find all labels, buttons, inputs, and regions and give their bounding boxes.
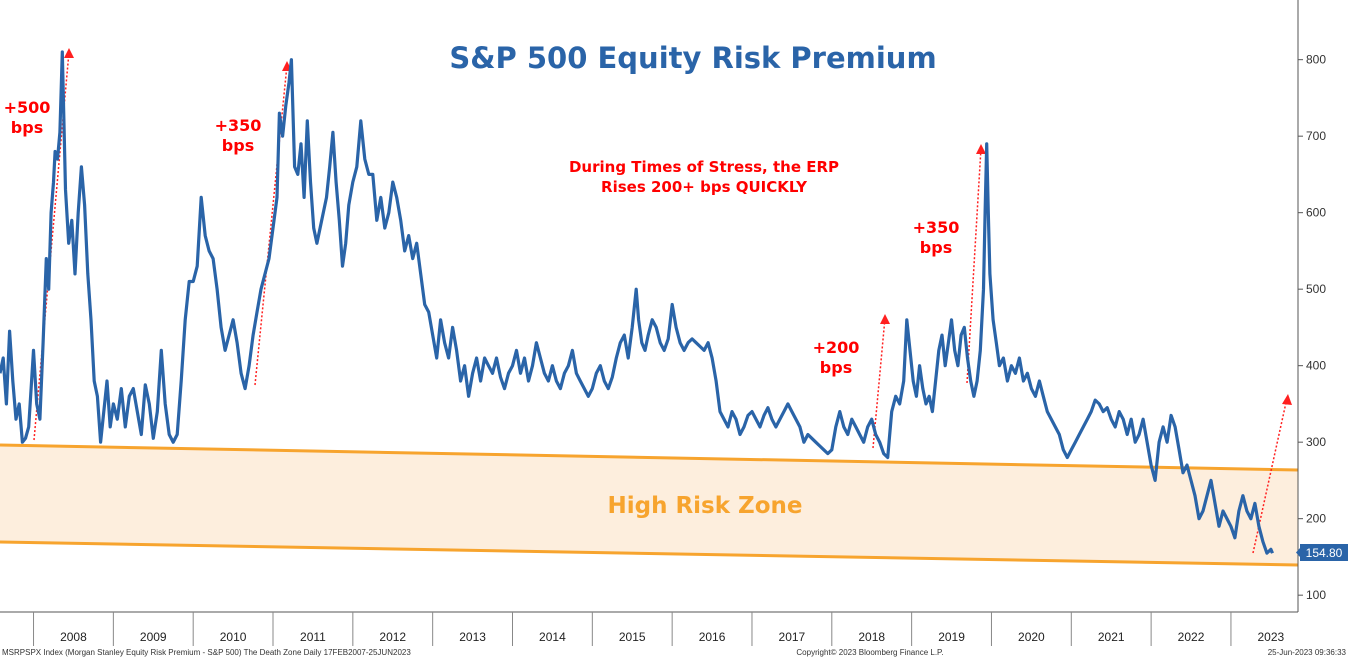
y-tick-label: 600 <box>1306 206 1326 220</box>
y-tick-label: 200 <box>1306 512 1326 526</box>
x-tick-label: 2017 <box>779 630 806 644</box>
x-tick-label: 2020 <box>1018 630 1045 644</box>
annotation-350b-line1: +350 <box>913 218 960 237</box>
footer-source: MSRPSPX Index (Morgan Stanley Equity Ris… <box>2 648 411 657</box>
annotation-200-line2: bps <box>820 358 852 377</box>
y-tick-label: 100 <box>1306 588 1326 602</box>
last-value-marker: 154.80 <box>1296 544 1348 561</box>
y-tick-label: 300 <box>1306 435 1326 449</box>
annotation-200-line1: +200 <box>813 338 860 357</box>
annotation-500-line1: +500 <box>4 98 51 117</box>
y-tick-label: 400 <box>1306 359 1326 373</box>
footer-copyright: Copyright© 2023 Bloomberg Finance L.P. <box>796 648 943 657</box>
zone-lower-line <box>0 540 1299 567</box>
high-risk-zone-band <box>0 445 1298 565</box>
arrow-2011 <box>254 64 288 386</box>
annotation-500: +500 bps <box>4 98 51 137</box>
y-tick-label: 500 <box>1306 282 1326 296</box>
x-tick-label: 2008 <box>60 630 87 644</box>
x-tick-label: 2022 <box>1178 630 1205 644</box>
annotation-500-line2: bps <box>11 118 43 137</box>
last-value-text: 154.80 <box>1306 546 1343 560</box>
annotation-350a-line2: bps <box>222 136 254 155</box>
arrow-heads <box>64 48 1292 405</box>
arrow-2023 <box>1252 397 1288 554</box>
arrowhead-2008 <box>64 48 74 58</box>
x-tick-label: 2011 <box>300 630 326 644</box>
y-tick-label: 700 <box>1306 129 1326 143</box>
annotation-350a-line1: +350 <box>215 116 262 135</box>
x-tick-label: 2009 <box>140 630 167 644</box>
last-value-pointer <box>1296 548 1300 557</box>
arrowhead-2018 <box>880 314 890 324</box>
arrow-2020 <box>966 147 982 384</box>
x-tick-label: 2010 <box>220 630 247 644</box>
zone-upper-line <box>0 443 1299 472</box>
arrowhead-2023 <box>1282 394 1292 405</box>
last-value-box <box>1300 544 1348 561</box>
annotation-350b-line2: bps <box>920 238 952 257</box>
annotation-350-2011: +350 bps <box>215 116 262 155</box>
annotation-stress-line2: Rises 200+ bps QUICKLY <box>601 178 808 196</box>
x-tick-label: 2023 <box>1258 630 1285 644</box>
x-axis-ticks: 2008 2009 2010 2011 2012 2013 2014 2015 2016 2017… <box>33 612 1285 646</box>
y-tick-label: 800 <box>1306 53 1326 67</box>
chart-title: S&P 500 Equity Risk Premium <box>449 41 936 75</box>
annotation-stress-line1: During Times of Stress, the ERP <box>569 158 839 176</box>
x-tick-label: 2016 <box>699 630 726 644</box>
x-tick-label: 2012 <box>379 630 406 644</box>
y-axis-ticks: 100 200 300 400 500 600 700 800 <box>1298 53 1326 602</box>
x-tick-label: 2018 <box>858 630 885 644</box>
erp-series-line <box>0 50 1274 555</box>
x-tick-label: 2015 <box>619 630 646 644</box>
annotation-stress: During Times of Stress, the ERP Rises 20… <box>569 158 839 196</box>
annotation-200: +200 bps <box>813 338 860 377</box>
zone-label: High Risk Zone <box>607 493 802 519</box>
annotation-350-2020: +350 bps <box>913 218 960 257</box>
x-tick-label: 2019 <box>938 630 965 644</box>
arrowhead-2020 <box>976 144 986 154</box>
x-tick-label: 2014 <box>539 630 566 644</box>
x-tick-label: 2013 <box>459 630 486 644</box>
footer-timestamp: 25-Jun-2023 09:36:33 <box>1268 648 1347 657</box>
x-tick-label: 2021 <box>1098 630 1125 644</box>
